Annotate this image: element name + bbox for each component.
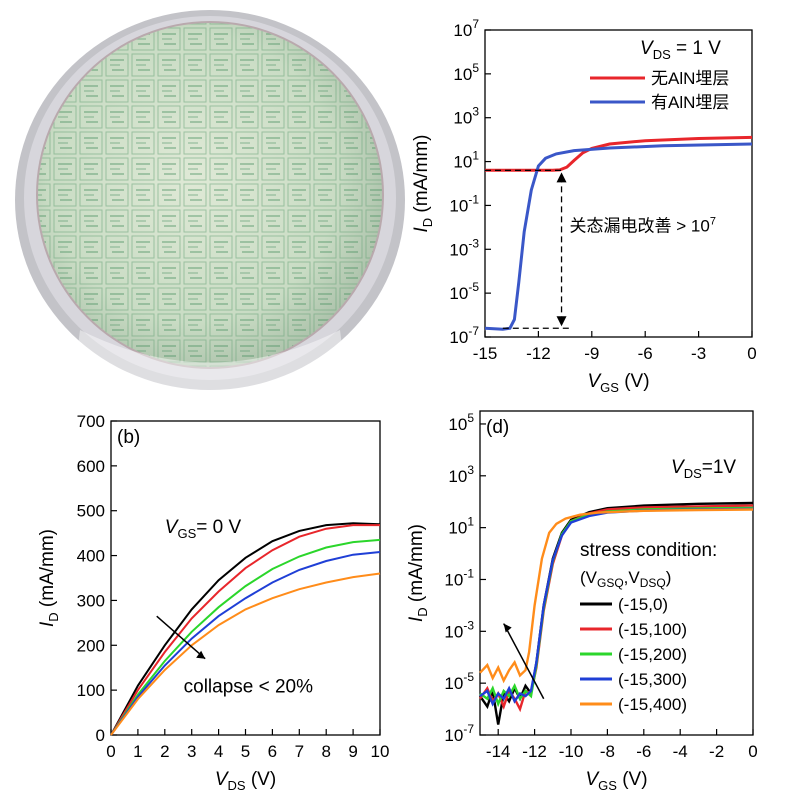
legend-title: stress condition: xyxy=(580,540,717,561)
x-tick-label: -8 xyxy=(600,742,615,761)
arrow-head-down xyxy=(556,316,567,327)
series-line-5 xyxy=(479,508,754,684)
series-line-2 xyxy=(479,504,754,713)
x-tick-label: 4 xyxy=(214,742,223,761)
legend-label-4: (-15,300) xyxy=(618,670,687,689)
x-axis-label: VGS (V) xyxy=(587,371,649,395)
plot-frame xyxy=(479,410,754,736)
x-tick-label: 1 xyxy=(133,742,142,761)
x-tick-label: 3 xyxy=(187,742,196,761)
series-line-5 xyxy=(110,572,381,736)
x-axis-label: VGS (V) xyxy=(585,769,647,793)
y-axis-label: ID (mA/mm) xyxy=(37,529,61,627)
annotation-text: 关态漏电改善 > 107 xyxy=(570,216,716,236)
y-tick-label: 105 xyxy=(453,61,479,84)
y-axis-label: ID (mA/mm) xyxy=(406,524,430,622)
legend-label-2: (-15,100) xyxy=(618,620,687,639)
legend-label-5: (-15,400) xyxy=(618,695,687,714)
x-tick-label: 9 xyxy=(348,742,357,761)
x-tick-label: 0 xyxy=(106,742,115,761)
x-tick-label: -12 xyxy=(526,344,551,363)
x-tick-label: -12 xyxy=(522,742,547,761)
condition-label: VDS=1V xyxy=(671,457,736,481)
y-tick-label: 200 xyxy=(77,636,105,655)
y-tick-label: 600 xyxy=(77,457,105,476)
x-tick-label: 10 xyxy=(371,742,390,761)
y-tick-label: 300 xyxy=(77,591,105,610)
condition-label: VDS = 1 V xyxy=(640,38,721,62)
y-tick-label: 105 xyxy=(448,411,474,434)
legend-label-1: (-15,0) xyxy=(618,595,668,614)
x-tick-label: -3 xyxy=(691,344,706,363)
condition-label: VGS= 0 V xyxy=(165,517,242,541)
x-tick-label: 0 xyxy=(747,344,756,363)
x-tick-label: 7 xyxy=(295,742,304,761)
y-tick-label: 10-5 xyxy=(449,280,479,303)
y-tick-label: 10-1 xyxy=(444,566,474,589)
shift-arrow xyxy=(502,623,545,700)
y-tick-label: 700 xyxy=(77,412,105,431)
x-axis-label: VDS (V) xyxy=(215,769,276,793)
y-tick-label: 100 xyxy=(77,681,105,700)
y-tick-label: 10-7 xyxy=(444,722,474,745)
series-line-1 xyxy=(485,135,753,172)
x-tick-label: 2 xyxy=(160,742,169,761)
legend-label-1: 无AlN埋层 xyxy=(651,69,729,88)
shift-arrow-head xyxy=(503,623,512,633)
series-line-1 xyxy=(110,522,381,736)
x-tick-label: -9 xyxy=(584,344,599,363)
y-tick-label: 103 xyxy=(453,105,479,128)
y-tick-label: 101 xyxy=(448,515,474,538)
x-tick-label: -6 xyxy=(638,344,653,363)
collapse-arrow-head xyxy=(196,650,206,659)
y-tick-label: 10-1 xyxy=(449,192,479,215)
collapse-arrow xyxy=(156,615,206,660)
x-tick-label: 8 xyxy=(321,742,330,761)
series-line-2 xyxy=(484,142,753,331)
y-tick-label: 0 xyxy=(96,726,105,745)
series-line-3 xyxy=(110,538,381,736)
panel-label: (d) xyxy=(486,417,509,438)
legend-label-3: (-15,200) xyxy=(618,645,687,664)
annotation-text: collapse < 20% xyxy=(184,676,313,697)
x-tick-label: 0 xyxy=(748,742,757,761)
x-tick-label: 6 xyxy=(268,742,277,761)
wafer-photo xyxy=(15,10,405,390)
series-line-2 xyxy=(110,524,380,736)
plot-frame xyxy=(484,29,753,338)
chart-top-right: -15 -12 -9 -6 -3 0 10-7 10-5 10-3 10-1 101 103 105 10… xyxy=(411,17,757,395)
x-tick-label: -14 xyxy=(486,742,511,761)
y-tick-label: 10-7 xyxy=(449,324,479,347)
x-tick-label: -10 xyxy=(559,742,584,761)
y-tick-label: 10-3 xyxy=(444,618,474,641)
y-tick-label: 400 xyxy=(77,547,105,566)
x-tick-label: -2 xyxy=(709,742,724,761)
series-line-4 xyxy=(110,551,381,736)
x-tick-label: -15 xyxy=(473,344,498,363)
x-tick-label: 5 xyxy=(241,742,250,761)
chart-d: -14 -12 -10 -8 -6 -4 -2 0 10-7 10-5 10-3 10-1 101 103… xyxy=(406,410,758,793)
y-tick-label: 103 xyxy=(448,463,474,486)
y-axis-label: ID (mA/mm) xyxy=(411,134,435,232)
y-tick-label: 107 xyxy=(453,17,479,40)
legend-label-2: 有AlN埋层 xyxy=(651,93,729,112)
y-tick-label: 101 xyxy=(453,149,479,172)
y-tick-label: 10-3 xyxy=(449,236,479,259)
y-tick-label: 10-5 xyxy=(444,670,474,693)
x-tick-label: -6 xyxy=(636,742,651,761)
panel-label: (b) xyxy=(117,427,140,448)
x-tick-label: -4 xyxy=(673,742,688,761)
legend-subtitle: (VGSQ,VDSQ) xyxy=(580,568,671,590)
arrow-head-up xyxy=(556,172,567,183)
y-tick-label: 500 xyxy=(77,502,105,521)
series-line-1 xyxy=(479,501,754,725)
